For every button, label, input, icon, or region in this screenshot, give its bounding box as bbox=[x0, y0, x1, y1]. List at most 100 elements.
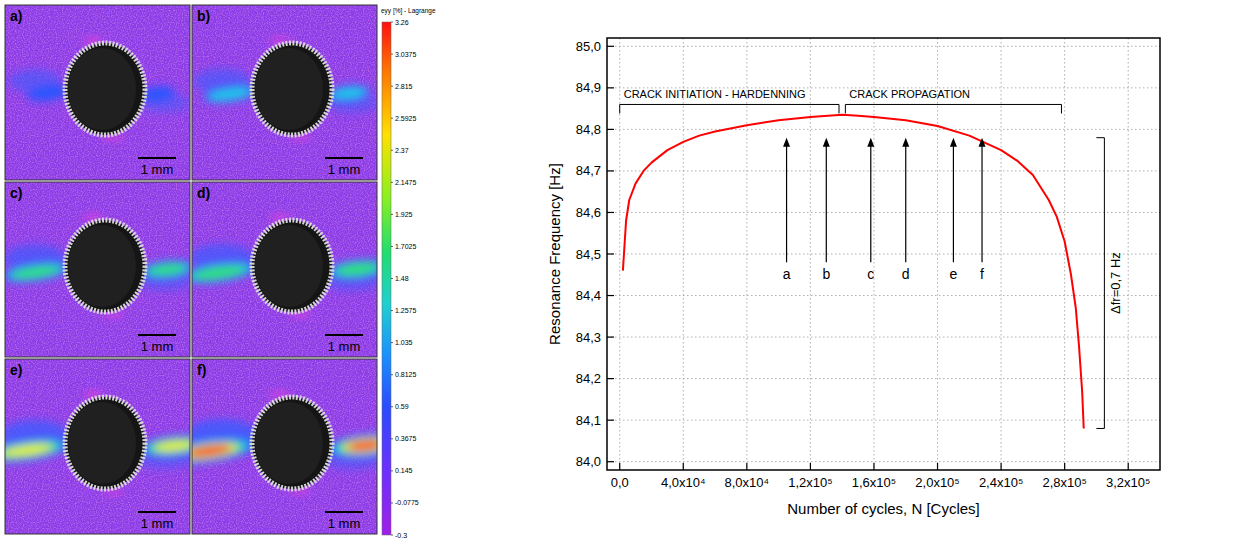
x-tick-label: 3,2x10⁵ bbox=[1106, 475, 1150, 490]
x-tick-label: 0,0 bbox=[611, 475, 629, 490]
strain-band-left bbox=[206, 85, 253, 103]
panel-frame bbox=[192, 5, 377, 180]
arrow-label: e bbox=[950, 266, 958, 282]
colorbar-tick bbox=[391, 310, 393, 311]
scale-bar-label: 1 mm bbox=[328, 162, 361, 177]
x-tick bbox=[1128, 463, 1129, 470]
arrow-shaft bbox=[953, 146, 954, 263]
strain-panel bbox=[5, 359, 190, 534]
y-tick bbox=[607, 87, 614, 88]
range-bracket bbox=[1096, 138, 1104, 429]
y-tick-label: 84,4 bbox=[576, 288, 601, 303]
colorbar-tick-label: 0.145 bbox=[395, 467, 413, 474]
strain-band-right bbox=[327, 257, 377, 282]
y-tick-label: 84,6 bbox=[576, 205, 601, 220]
x-tick bbox=[937, 463, 938, 470]
arrow-head bbox=[867, 138, 874, 147]
colorbar-tick-label: 2.1475 bbox=[395, 179, 417, 186]
y-grid-line bbox=[607, 46, 1160, 47]
colorbar-tick bbox=[391, 246, 393, 247]
x-tick bbox=[746, 463, 747, 470]
colorbar-tick-label: 0.8125 bbox=[395, 371, 417, 378]
colorbar-tick-label: -0.0775 bbox=[395, 499, 419, 506]
scale-bar bbox=[138, 511, 176, 513]
y-tick bbox=[607, 461, 614, 462]
colorbar-tick bbox=[391, 374, 393, 375]
x-axis-title: Number of cycles, N [Cycles] bbox=[787, 500, 980, 517]
colorbar-tick bbox=[391, 22, 393, 23]
strain-band-right bbox=[332, 433, 377, 459]
arrow-head bbox=[823, 138, 830, 147]
y-tick bbox=[607, 212, 614, 213]
colorbar-tick bbox=[391, 470, 393, 471]
speckle bbox=[5, 5, 190, 180]
colorbar-tick bbox=[391, 502, 393, 503]
y-grid-line bbox=[607, 420, 1160, 421]
panel-label: f) bbox=[197, 362, 206, 378]
arrow-label: d bbox=[902, 266, 910, 282]
strain-band-right bbox=[140, 432, 190, 459]
y-grid-line bbox=[607, 461, 1160, 462]
hole-inner bbox=[68, 402, 136, 484]
hole-inner bbox=[68, 225, 136, 307]
y-tick bbox=[607, 129, 614, 130]
y-grid-line bbox=[607, 170, 1160, 171]
hole-inner bbox=[255, 225, 323, 307]
arrow-head bbox=[902, 138, 909, 147]
strain-band-left bbox=[192, 258, 257, 287]
y-tick bbox=[607, 336, 614, 337]
y-tick-label: 84,7 bbox=[576, 163, 601, 178]
scale-bar-label: 1 mm bbox=[141, 339, 174, 354]
x-tick-label: 2,8x10⁵ bbox=[1042, 475, 1086, 490]
arrow-head bbox=[783, 138, 790, 147]
colorbar-tick-label: 1.925 bbox=[395, 211, 413, 218]
y-tick-label: 85,0 bbox=[576, 39, 601, 54]
strain-band-right bbox=[347, 439, 377, 452]
hole-inner bbox=[68, 48, 136, 130]
frequency-line bbox=[623, 115, 1084, 429]
y-tick bbox=[607, 378, 614, 379]
x-tick bbox=[1000, 463, 1001, 470]
colorbar-tick bbox=[391, 54, 393, 55]
figure: 1 mma)1 mmb)1 mmc)1 mmd)1 mme)1 mmf)eyy … bbox=[0, 0, 1240, 543]
colorbar-tick bbox=[391, 182, 393, 183]
colorbar-tick bbox=[391, 86, 393, 87]
strain-band-left bbox=[192, 436, 251, 466]
colorbar-tick-label: 3.26 bbox=[395, 19, 409, 26]
colorbar-tick-label: 1.035 bbox=[395, 339, 413, 346]
y-tick-label: 84,1 bbox=[576, 413, 601, 428]
arrow-label: c bbox=[867, 266, 874, 282]
arrow-shaft bbox=[826, 146, 827, 263]
colorbar-tick bbox=[391, 342, 393, 343]
colorbar-title: eyy [%] - Lagrange bbox=[381, 7, 436, 15]
colorbar-tick-label: 0.59 bbox=[395, 403, 409, 410]
y-tick-label: 84,2 bbox=[576, 371, 601, 386]
arrow-head bbox=[979, 138, 986, 147]
scale-bar bbox=[138, 157, 176, 159]
strain-band-right bbox=[144, 260, 190, 279]
phase-bracket bbox=[845, 104, 1061, 113]
y-tick bbox=[607, 253, 614, 254]
strain-band-right bbox=[154, 440, 190, 453]
strain-band-left bbox=[5, 442, 53, 458]
panel-frame bbox=[192, 359, 377, 534]
speckle bbox=[192, 5, 377, 180]
strain-band-right bbox=[140, 258, 190, 281]
colorbar-tick-label: 3.0375 bbox=[395, 51, 417, 58]
colorbar-tick-label: 1.7025 bbox=[395, 243, 417, 250]
x-grid-line bbox=[810, 38, 811, 470]
x-tick bbox=[873, 463, 874, 470]
x-grid-line bbox=[937, 38, 938, 470]
colorbar-tick-label: 2.37 bbox=[395, 147, 409, 154]
strain-band-left bbox=[192, 263, 247, 282]
phase-label: CRACK PROPAGATION bbox=[849, 88, 970, 100]
phase-bracket bbox=[620, 104, 839, 113]
colorbar-tick-label: 0.3675 bbox=[395, 435, 417, 442]
x-tick bbox=[619, 463, 620, 470]
strain-band-left bbox=[5, 259, 70, 286]
y-axis-title: Resonance Frequency [Hz] bbox=[546, 163, 563, 345]
panel-label: c) bbox=[10, 185, 22, 201]
colorbar-tick-label: 1.2575 bbox=[395, 307, 417, 314]
strain-band-left bbox=[5, 437, 65, 464]
panel-label: d) bbox=[197, 185, 210, 201]
